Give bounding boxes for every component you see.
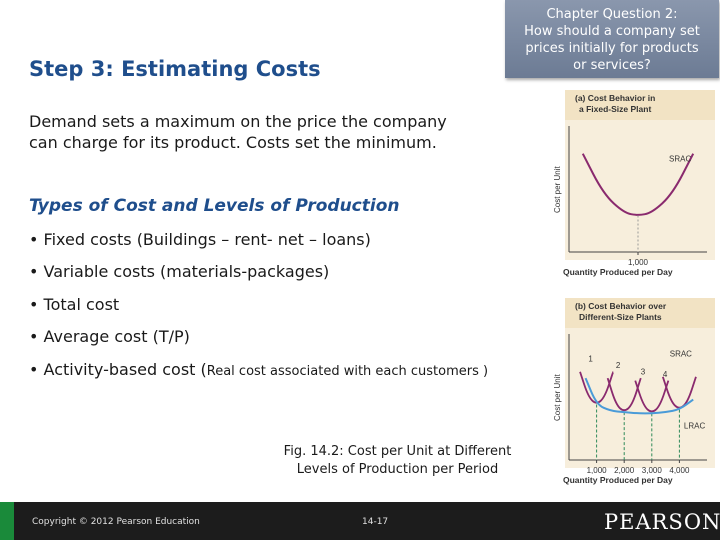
figure-caption-line: Fig. 14.2: Cost per Unit at Different <box>283 444 512 459</box>
chapter-question-line: How should a company set <box>524 24 700 39</box>
lrac-label: LRAC <box>684 422 706 431</box>
y-axis-label: Cost per Unit <box>553 374 562 421</box>
bullet-average-cost: • Average cost (T/P) <box>29 327 190 346</box>
plant-label: 1 <box>588 355 593 364</box>
slide-title: Step 3: Estimating Costs <box>29 57 321 81</box>
bullet-activity-based-cost: • Activity-based cost (Real cost associa… <box>29 360 488 379</box>
srac-curve <box>634 380 670 413</box>
chart-title-band <box>565 298 715 328</box>
bullet-variable-costs: • Variable costs (materials-packages) <box>29 262 330 281</box>
footer: Copyright © 2012 Pearson Education 14-17… <box>0 502 720 540</box>
chapter-question-line: Chapter Question 2: <box>546 7 678 22</box>
types-heading: Types of Cost and Levels of Production <box>29 196 400 216</box>
figure-caption: Fig. 14.2: Cost per Unit at Different Le… <box>255 443 540 479</box>
y-axis-label: Cost per Unit <box>553 166 562 213</box>
activity-based-cost-note: Real cost associated with each customers… <box>206 364 489 379</box>
plant-label: 2 <box>616 361 621 370</box>
x-tick-label: 1,000 <box>587 466 608 475</box>
bullet-total-cost: • Total cost <box>29 295 120 314</box>
intro-line: Demand sets a maximum on the price the c… <box>29 112 447 131</box>
x-axis-label: Quantity Produced per Day <box>563 475 673 485</box>
bullet-fixed-costs: • Fixed costs (Buildings – rent- net – l… <box>29 230 371 249</box>
activity-based-cost-label: • Activity-based cost ( <box>29 360 207 379</box>
x-tick-label: 1,000 <box>628 258 649 267</box>
x-tick-label: 3,000 <box>642 466 663 475</box>
x-axis-label: Quantity Produced per Day <box>563 267 673 277</box>
plot-background <box>565 120 715 260</box>
x-tick-label: 2,000 <box>614 466 635 475</box>
chart-title: (a) Cost Behavior in <box>575 93 655 103</box>
srac-curve <box>581 153 695 216</box>
intro-text: Demand sets a maximum on the price the c… <box>29 111 529 153</box>
page-number: 14-17 <box>362 517 389 527</box>
copyright-text: Copyright © 2012 Pearson Education <box>32 517 200 527</box>
footer-accent-bar <box>0 502 14 540</box>
chart-title: Different-Size Plants <box>579 312 662 322</box>
pearson-logo: PEARSON <box>604 510 720 534</box>
figure-caption-line: Levels of Production per Period <box>296 462 499 477</box>
srac-label: SRAC <box>669 154 691 163</box>
lrac-curve <box>584 377 694 415</box>
plot-background <box>565 328 715 468</box>
plant-label: 4 <box>663 370 668 379</box>
chart-fixed-size-plant: (a) Cost Behavior ina Fixed-Size Plant Co… <box>553 90 715 277</box>
chart-title-band <box>565 90 715 120</box>
srac-label: SRAC <box>670 350 692 359</box>
chapter-question-line: prices initially for products <box>525 41 699 56</box>
chapter-question-box: Chapter Question 2: How should a company… <box>505 0 719 78</box>
chart-title: a Fixed-Size Plant <box>579 104 651 114</box>
chapter-question-line: or services? <box>573 58 651 73</box>
plant-label: 3 <box>641 367 646 376</box>
x-tick-label: 4,000 <box>669 466 690 475</box>
intro-line: can charge for its product. Costs set th… <box>29 133 437 152</box>
chart-title: (b) Cost Behavior over <box>575 301 667 311</box>
